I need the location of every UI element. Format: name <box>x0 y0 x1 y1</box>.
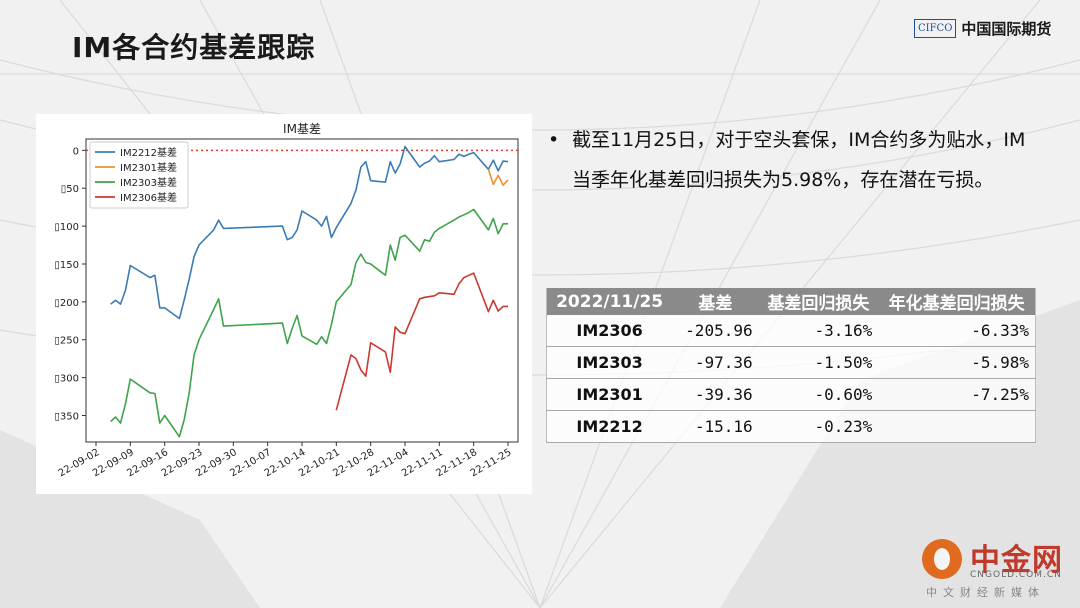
company-logo: CIFCO 中国国际期货 <box>914 10 1051 46</box>
watermark-logo-icon <box>922 539 962 579</box>
contract-cell: IM2306 <box>546 315 673 347</box>
bullet-marker: • <box>548 129 560 151</box>
table-row: IM2212 -15.16 -0.23% <box>546 410 1036 443</box>
table-row: IM2303 -97.36 -1.50% -5.98% <box>546 346 1036 379</box>
site-watermark: 中金网 CNGOLD.COM.CN 中文财经新媒体 <box>922 533 1072 603</box>
header-basis-loss: 基差回归损失 <box>758 288 879 315</box>
basis-table: 2022/11/25 基差 基差回归损失 年化基差回归损失 IM2306 -20… <box>546 288 1036 443</box>
contract-cell: IM2212 <box>546 410 673 443</box>
contract-cell: IM2301 <box>546 378 673 411</box>
y-tick-label: ▯250 <box>54 336 79 347</box>
series-line-IM2301基差 <box>487 169 509 186</box>
annualized-loss-cell: -5.98% <box>878 346 1036 379</box>
page-title: IM各合约基差跟踪 <box>72 31 316 64</box>
summary-text: 截至11月25日，对于空头套保，IM合约多为贴水，IM当季年化基差回归损失为5.… <box>572 129 1026 191</box>
y-tick-label: 0 <box>73 146 79 157</box>
legend-box <box>89 141 189 209</box>
table-row: IM2306 -205.96 -3.16% -6.33% <box>546 315 1036 347</box>
chart-title: IM基差 <box>283 122 321 136</box>
basis-chart: IM基差 0 ▯50 ▯100 ▯150 ▯200 ▯250 ▯300 ▯350 22-09-02… <box>36 114 532 494</box>
basis-loss-cell: -1.50% <box>758 346 879 379</box>
legend-label: IM2306基差 <box>120 191 177 204</box>
basis-loss-cell: -0.60% <box>758 378 879 411</box>
basis-cell: -39.36 <box>672 378 759 411</box>
annualized-loss-cell: -7.25% <box>878 378 1036 411</box>
logo-mark: CIFCO <box>914 18 957 38</box>
watermark-subtitle: 中文财经新媒体 <box>926 586 1045 599</box>
series-line-IM2212基差 <box>110 145 509 320</box>
header-annualized-loss: 年化基差回归损失 <box>878 288 1036 315</box>
basis-cell: -15.16 <box>672 410 759 443</box>
legend-label: IM2301基差 <box>120 161 177 174</box>
y-tick-label: ▯50 <box>61 184 79 195</box>
annualized-loss-cell: -6.33% <box>878 315 1036 347</box>
y-tick-label: ▯350 <box>54 411 79 422</box>
watermark-url: CNGOLD.COM.CN <box>970 570 1062 580</box>
y-tick-label: ▯300 <box>54 374 79 385</box>
y-tick-label: ▯100 <box>54 222 79 233</box>
legend-label: IM2303基差 <box>120 176 177 189</box>
basis-loss-cell: -0.23% <box>758 410 879 443</box>
legend-label: IM2212基差 <box>120 146 177 159</box>
basis-chart-svg: IM基差0▯50▯100▯150▯200▯250▯300▯35022-09-02… <box>36 114 532 494</box>
series-line-IM2306基差 <box>335 272 508 411</box>
annualized-loss-cell <box>878 410 1036 443</box>
y-tick-label: ▯200 <box>54 298 79 309</box>
table-header-row: 2022/11/25 基差 基差回归损失 年化基差回归损失 <box>546 288 1036 315</box>
header-basis: 基差 <box>672 288 759 315</box>
y-tick-label: ▯150 <box>54 260 79 271</box>
series-line-IM2303基差 <box>110 208 508 438</box>
basis-cell: -97.36 <box>672 346 759 379</box>
table-row: IM2301 -39.36 -0.60% -7.25% <box>546 378 1036 411</box>
header-date: 2022/11/25 <box>546 288 673 315</box>
logo-text: 中国国际期货 <box>961 19 1052 38</box>
basis-loss-cell: -3.16% <box>758 315 879 347</box>
basis-cell: -205.96 <box>672 315 759 347</box>
watermark-title: 中金网 <box>970 543 1063 578</box>
contract-cell: IM2303 <box>546 346 673 379</box>
